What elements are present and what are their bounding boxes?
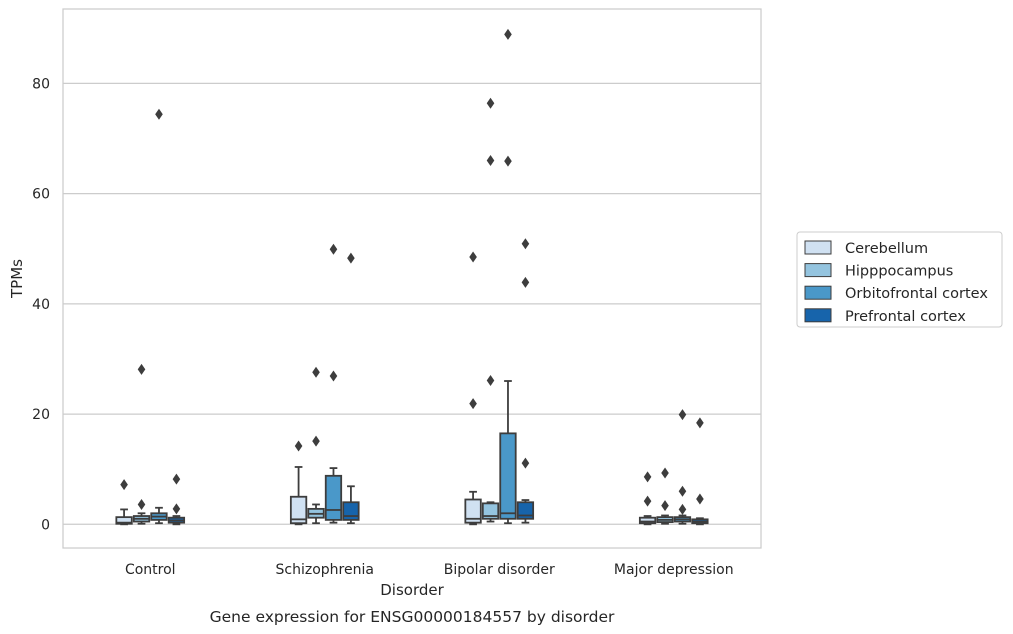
box bbox=[307, 366, 325, 525]
box-body bbox=[464, 498, 482, 524]
chart-caption: Gene expression for ENSG00000184557 by d… bbox=[210, 608, 615, 626]
outlier-point bbox=[312, 366, 320, 378]
outlier-point bbox=[155, 108, 163, 120]
x-tick-label: Schizophrenia bbox=[276, 562, 374, 578]
x-tick-label: Major depression bbox=[614, 562, 734, 578]
outlier-point bbox=[521, 276, 530, 288]
box bbox=[150, 108, 168, 525]
outlier-point bbox=[329, 370, 338, 382]
box bbox=[464, 251, 482, 526]
box-body bbox=[342, 501, 360, 521]
legend-frame bbox=[796, 231, 1003, 328]
box bbox=[656, 467, 674, 525]
outlier-point bbox=[696, 493, 704, 505]
box bbox=[516, 238, 535, 524]
box-body bbox=[481, 502, 500, 520]
box bbox=[115, 479, 133, 526]
tick-labels: 0 20 40 60 80 Control Schizophrenia Bipolar dis… bbox=[32, 76, 733, 578]
outlier-point bbox=[661, 467, 669, 479]
legend-swatch bbox=[804, 285, 832, 300]
legend-label: Prefrontal cortex bbox=[845, 309, 966, 325]
box bbox=[167, 473, 186, 526]
outlier-point bbox=[294, 440, 303, 452]
outlier-point bbox=[172, 473, 181, 485]
outlier-point bbox=[486, 374, 495, 386]
x-tick-label: Control bbox=[125, 562, 176, 578]
legend: Cerebellum Hipppocampus Orbitofrontal cort… bbox=[796, 231, 1003, 328]
legend-swatch bbox=[804, 240, 832, 255]
outlier-point bbox=[137, 363, 146, 375]
x-tick-label: Bipolar disorder bbox=[444, 562, 555, 578]
box-body bbox=[499, 432, 517, 520]
outlier-point bbox=[347, 252, 355, 264]
outlier-point bbox=[469, 398, 477, 410]
y-axis-label: TPMs bbox=[8, 259, 26, 299]
y-tick-label: 60 bbox=[32, 187, 50, 203]
outlier-point bbox=[521, 457, 530, 469]
outlier-point bbox=[172, 503, 181, 515]
box bbox=[132, 363, 151, 525]
outlier-point bbox=[137, 498, 146, 510]
outlier-point bbox=[661, 500, 669, 512]
outlier-point bbox=[504, 155, 512, 167]
box-body bbox=[324, 474, 343, 521]
outlier-point bbox=[329, 243, 338, 255]
box-plot-marks bbox=[115, 28, 709, 526]
y-tick-label: 0 bbox=[41, 517, 50, 533]
legend-swatch bbox=[804, 263, 832, 278]
outlier-point bbox=[120, 479, 128, 491]
box bbox=[324, 243, 343, 524]
box bbox=[499, 28, 517, 525]
box-body bbox=[638, 516, 657, 525]
outlier-point bbox=[678, 485, 687, 497]
outlier-point bbox=[678, 503, 687, 515]
box bbox=[638, 471, 657, 526]
outlier-point bbox=[469, 251, 477, 263]
box bbox=[289, 440, 308, 526]
outlier-point bbox=[521, 238, 530, 250]
box-body bbox=[289, 495, 308, 525]
outlier-point bbox=[678, 409, 687, 421]
box bbox=[342, 252, 360, 525]
box bbox=[481, 97, 500, 523]
box bbox=[673, 409, 692, 525]
outlier-point bbox=[504, 28, 512, 40]
gridlines bbox=[63, 82, 761, 525]
outlier-point bbox=[643, 495, 652, 507]
y-tick-label: 40 bbox=[32, 297, 50, 313]
legend-label: Hipppocampus bbox=[845, 264, 953, 280]
box bbox=[691, 417, 709, 526]
legend-label: Orbitofrontal cortex bbox=[845, 286, 988, 302]
plot-area-frame bbox=[62, 8, 762, 549]
legend-swatch bbox=[804, 308, 832, 323]
y-tick-label: 20 bbox=[32, 407, 50, 423]
y-tick-label: 80 bbox=[32, 76, 50, 92]
outlier-point bbox=[643, 471, 652, 483]
outlier-point bbox=[486, 155, 495, 167]
outlier-point bbox=[486, 97, 495, 109]
outlier-point bbox=[312, 435, 320, 447]
outlier-point bbox=[696, 417, 704, 429]
x-axis-label: Disorder bbox=[380, 581, 444, 599]
legend-label: Cerebellum bbox=[845, 241, 928, 257]
box-body bbox=[115, 516, 133, 525]
